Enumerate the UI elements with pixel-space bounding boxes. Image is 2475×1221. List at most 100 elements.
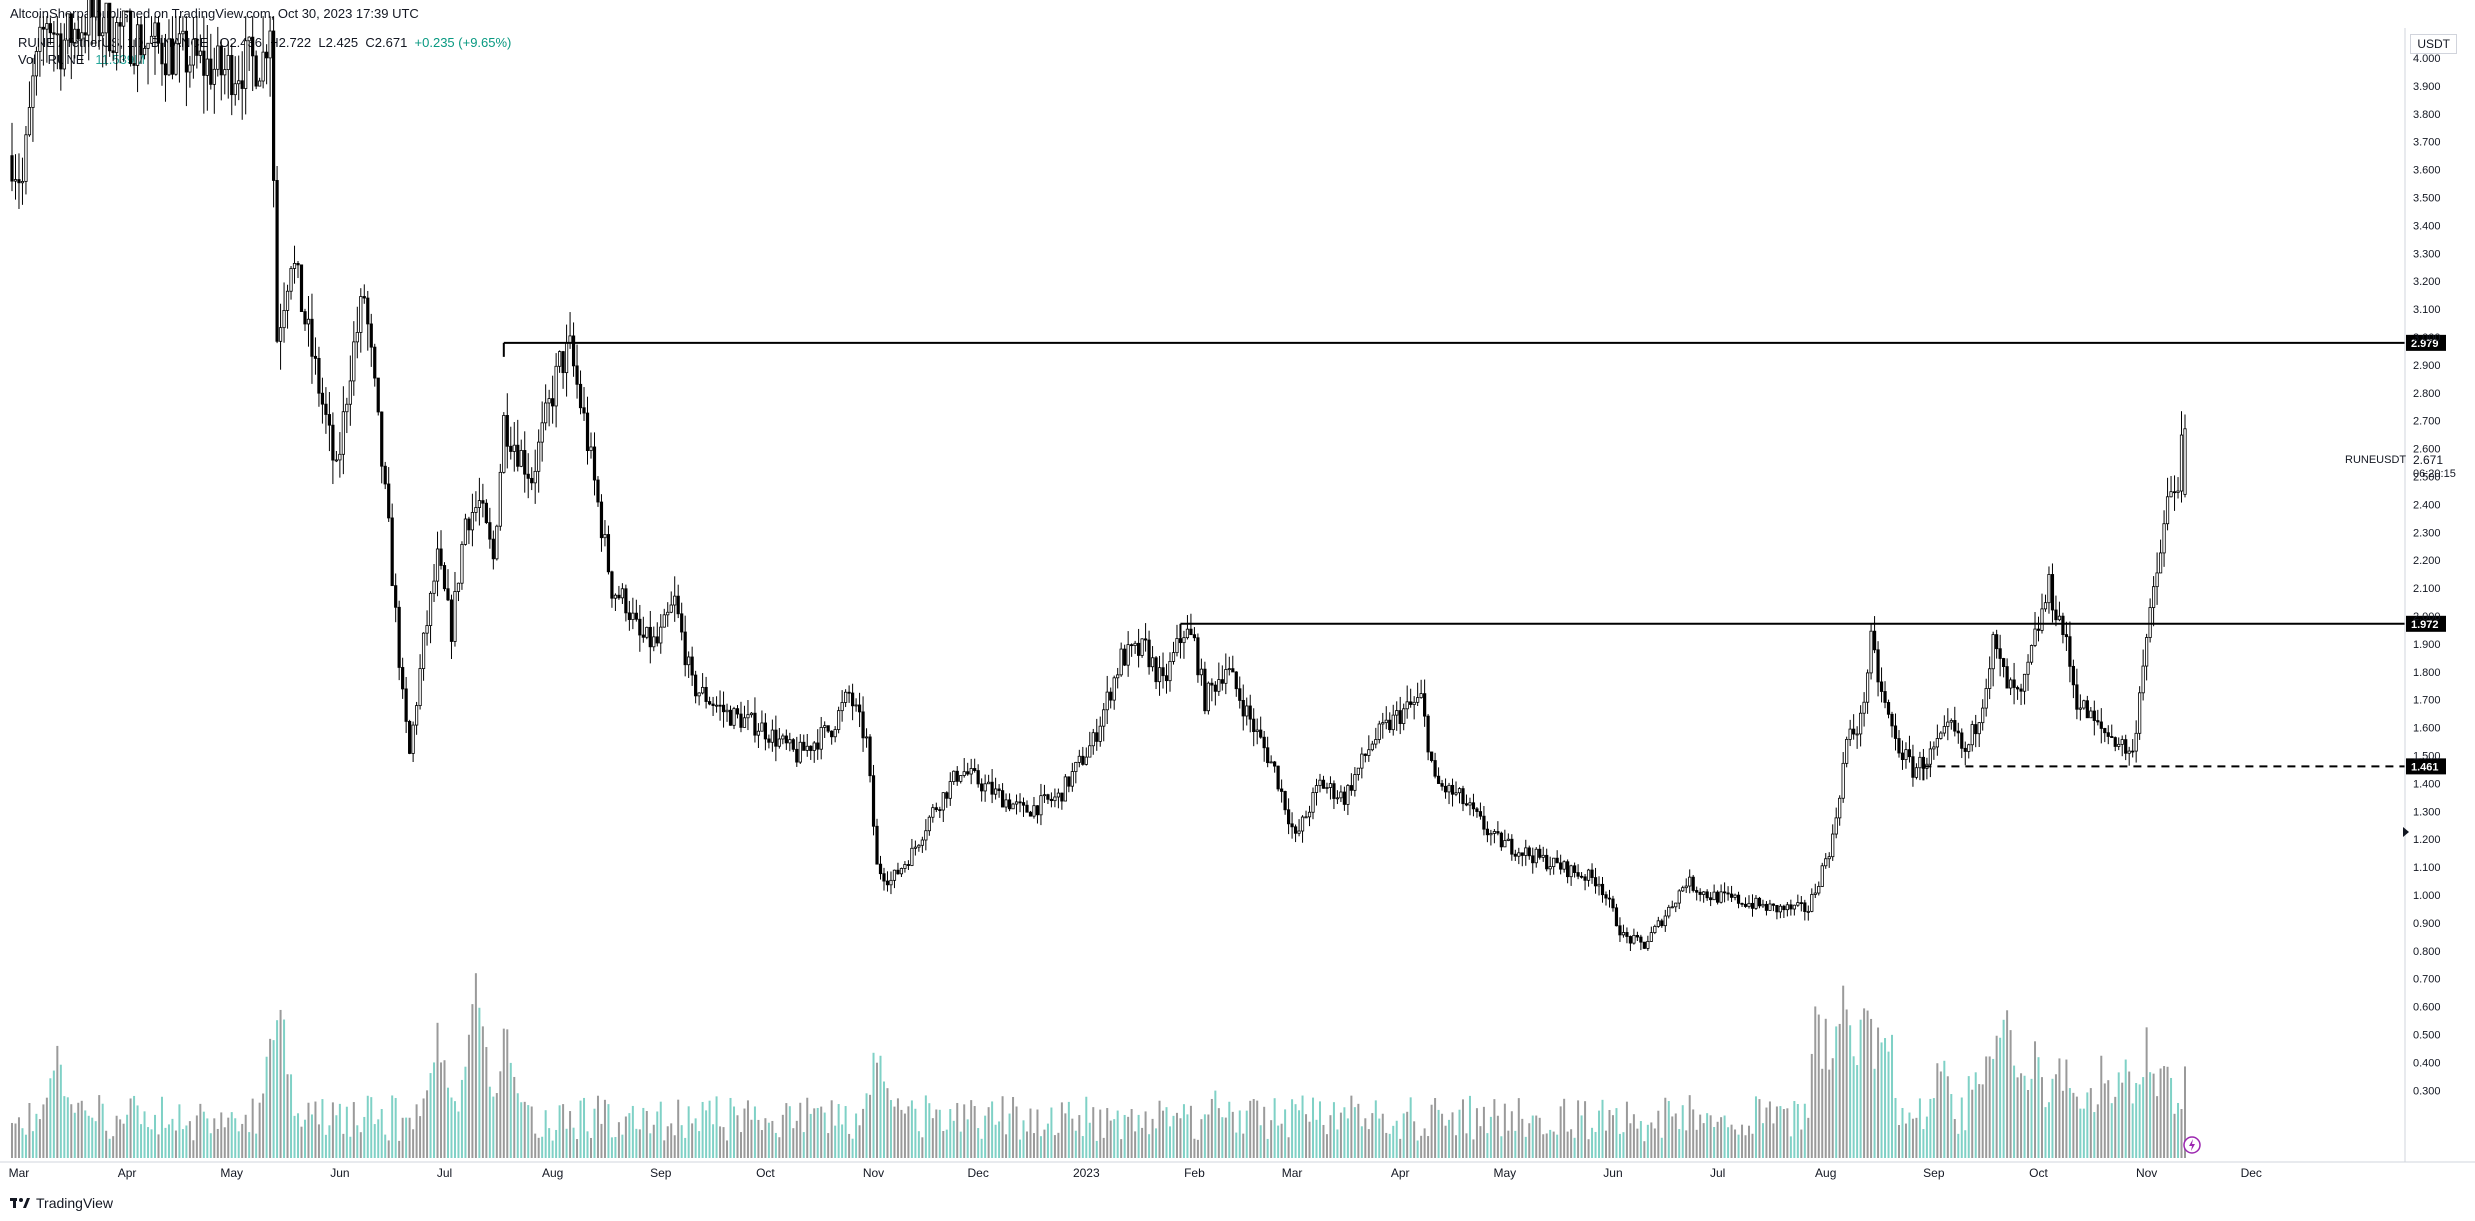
volume-bar xyxy=(1894,1097,1897,1158)
candle xyxy=(488,507,492,549)
volume-bar xyxy=(642,1107,645,1158)
level-line[interactable]: 1.972 xyxy=(1179,615,2446,638)
volume-bar xyxy=(2103,1083,2106,1158)
volume-bar xyxy=(1360,1126,1363,1158)
level-price-text: 1.972 xyxy=(2411,619,2439,631)
candle xyxy=(725,703,729,722)
volume-bar xyxy=(698,1131,701,1158)
time-axis[interactable]: Mar Apr May Jun Jul Aug Sep Oct Nov Dec 2023 Feb Mar… xyxy=(9,1166,2262,1180)
volume-bar xyxy=(1639,1121,1642,1158)
volume-bar xyxy=(11,1122,13,1158)
candle xyxy=(1290,812,1294,839)
candle xyxy=(289,265,293,300)
volume-bar xyxy=(1461,1099,1464,1158)
volume-bar xyxy=(1151,1118,1154,1158)
volume-bar xyxy=(108,1138,111,1158)
volume-bar xyxy=(251,1098,254,1158)
volume-bar xyxy=(1734,1129,1737,1158)
volume-bar xyxy=(1071,1118,1074,1158)
candle xyxy=(558,350,562,373)
volume-bar xyxy=(1671,1116,1674,1158)
candle xyxy=(753,697,757,743)
volume-bar xyxy=(2152,1073,2155,1158)
volume-bar xyxy=(1036,1109,1039,1158)
candle xyxy=(519,439,523,468)
currency-button[interactable]: USDT xyxy=(2410,34,2457,54)
candle xyxy=(1963,741,1967,766)
volume-bar xyxy=(1570,1129,1573,1158)
legend-volume-label[interactable]: Vol · RUNE xyxy=(18,52,85,67)
volume-bar xyxy=(422,1098,425,1158)
candle xyxy=(1102,702,1106,742)
volume-bar xyxy=(886,1088,889,1158)
volume-bar xyxy=(900,1109,903,1158)
candle xyxy=(857,692,862,728)
candle xyxy=(1116,667,1120,689)
volume-bar xyxy=(1507,1130,1510,1158)
volume-bar xyxy=(1901,1107,1904,1158)
candle xyxy=(1014,794,1019,815)
volume-bar xyxy=(1029,1108,1032,1158)
candle xyxy=(2057,601,2062,622)
volume-bar xyxy=(384,1134,387,1158)
candle xyxy=(1363,753,1367,763)
candle xyxy=(348,355,352,426)
candle xyxy=(1628,935,1633,951)
candle xyxy=(1409,688,1413,708)
level-line[interactable]: 1.461 xyxy=(1922,758,2446,781)
volume-bar xyxy=(1831,1058,1834,1158)
volume-bar xyxy=(2177,1102,2180,1158)
volume-bar xyxy=(893,1106,896,1158)
price-axis[interactable]: 4.000 3.900 3.800 3.700 3.600 3.500 3.400 3.300… xyxy=(2413,53,2441,1097)
level-price-text: 2.979 xyxy=(2411,338,2439,350)
volume-bar xyxy=(502,1028,505,1158)
volume-bar xyxy=(443,1060,446,1158)
candle xyxy=(1904,742,1908,769)
candle xyxy=(1150,646,1155,672)
volume-bar xyxy=(882,1081,885,1158)
time-tick-label: Mar xyxy=(1282,1166,1303,1180)
volume-bar xyxy=(324,1134,327,1158)
candle xyxy=(861,696,865,752)
level-line[interactable]: 2.979 xyxy=(502,334,2446,357)
volume-bar xyxy=(398,1140,401,1158)
candle xyxy=(791,738,795,752)
volume-bar xyxy=(1946,1076,1949,1158)
legend-symbol[interactable]: RUNE / TetherUS, 1D, BINANCE xyxy=(18,35,209,50)
volume-bar xyxy=(300,1126,303,1158)
volume-bar xyxy=(143,1111,146,1158)
volume-bar xyxy=(722,1127,725,1158)
scroll-right-icon[interactable] xyxy=(2403,827,2409,837)
volume-bar xyxy=(227,1117,230,1158)
candle xyxy=(568,312,572,349)
candle xyxy=(945,791,949,808)
candle xyxy=(756,723,761,749)
volume-bar xyxy=(569,1111,572,1158)
price-tick-label: 2.000 xyxy=(2413,611,2441,623)
volume-bar xyxy=(21,1128,24,1158)
volume-bar xyxy=(1385,1132,1388,1158)
volume-bar xyxy=(1915,1117,1918,1158)
volume-bar xyxy=(1838,1023,1841,1158)
candle xyxy=(1273,760,1277,773)
volume-bar xyxy=(2075,1096,2078,1158)
candle xyxy=(2120,735,2124,757)
volume-bar xyxy=(1043,1129,1046,1158)
volume-bar xyxy=(1758,1099,1761,1158)
candle xyxy=(1112,675,1116,710)
candle xyxy=(2040,593,2044,634)
volume-bar xyxy=(1695,1129,1698,1158)
candle xyxy=(1716,890,1720,905)
volume-bar xyxy=(160,1096,163,1158)
volume-bar xyxy=(1430,1104,1433,1158)
lightning-icon[interactable] xyxy=(2183,1136,2201,1154)
candle xyxy=(931,804,935,823)
candle xyxy=(624,584,628,622)
candle xyxy=(892,869,897,889)
candle xyxy=(1231,655,1235,673)
volume-bar xyxy=(1057,1132,1060,1158)
volume-bar xyxy=(42,1104,45,1158)
candle xyxy=(1084,747,1088,766)
candle xyxy=(502,412,506,474)
